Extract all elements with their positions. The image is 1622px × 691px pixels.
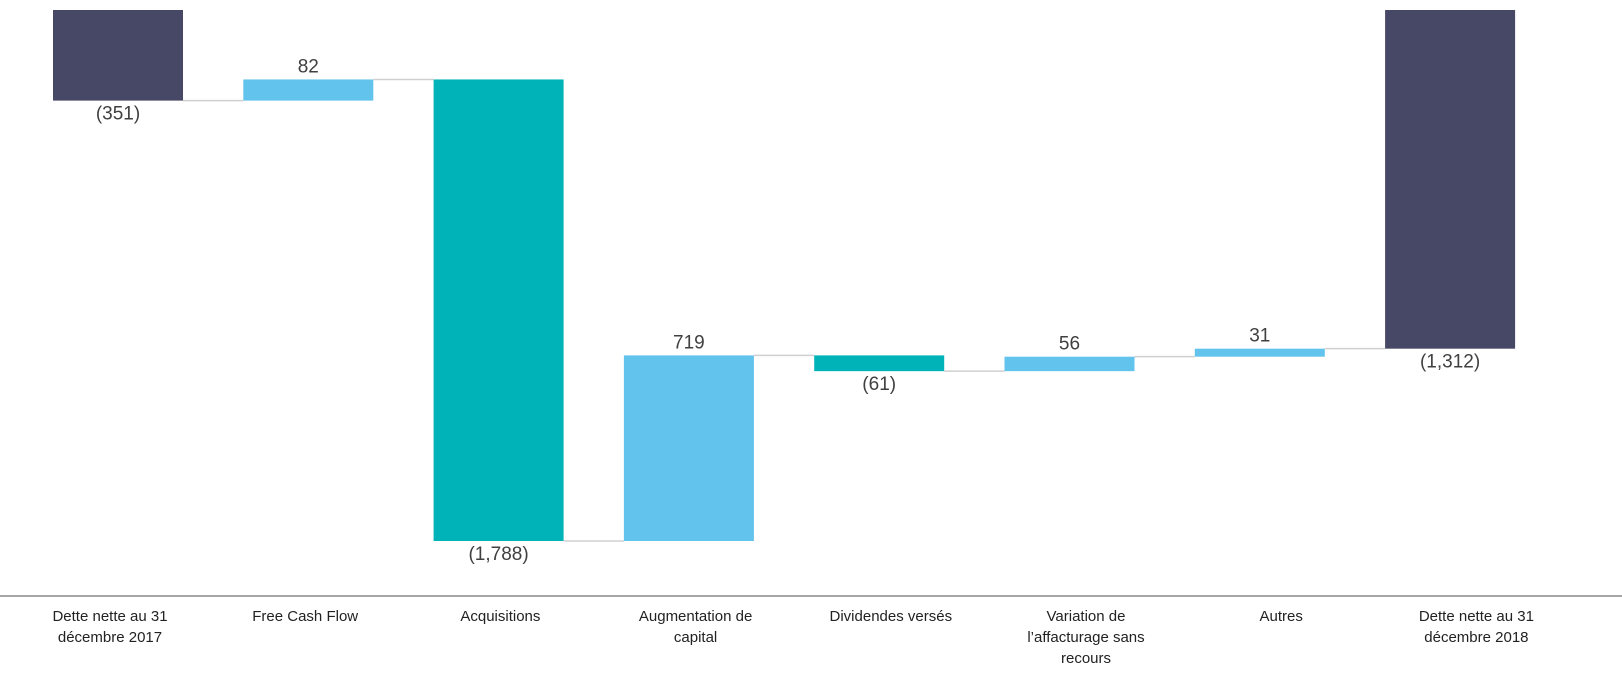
value-label: 719 [673, 332, 705, 353]
x-tick-label: Dette nette au 31 décembre 2018 [1418, 608, 1534, 646]
value-label: (351) [96, 104, 140, 125]
bar [53, 10, 183, 101]
bar [243, 79, 374, 101]
value-label: (1,788) [468, 544, 528, 565]
x-tick-label: Augmentation de capital [638, 608, 753, 646]
bar [1385, 10, 1516, 349]
x-tick-label: Autres [1259, 608, 1303, 625]
value-label: (1,312) [1420, 352, 1480, 373]
bar [623, 355, 754, 541]
x-tick-label: Free Cash Flow [252, 608, 359, 625]
x-tick-label: Dividendes versés [829, 608, 953, 625]
x-tick-label: Dette nette au 31 décembre 2017 [52, 608, 168, 646]
bar [814, 355, 945, 372]
value-label: (61) [862, 374, 896, 395]
bar [1004, 356, 1135, 372]
value-label: 82 [298, 56, 319, 77]
value-label: 31 [1249, 326, 1270, 347]
x-tick-label: Acquisitions [460, 608, 541, 625]
x-tick-label: Variation de l’affacturage sans recours [1027, 608, 1145, 667]
bar [1194, 348, 1325, 357]
chart: (351) 82 (1,788) 719 (61) 56 31 (1,312) [0, 10, 1622, 597]
value-label: 56 [1059, 334, 1080, 355]
bar [433, 79, 564, 542]
